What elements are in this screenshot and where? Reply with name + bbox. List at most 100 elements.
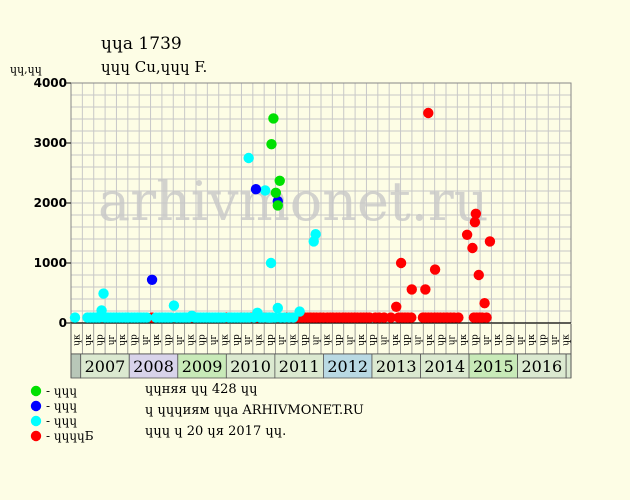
- legend-label: - ɥɥɥ: [46, 384, 77, 398]
- x-axis-bands: ɥк ɥк ɥр ɥг ɥк ɥр ɥг ɥк ɥр ɥг ɥк ɥр ɥг ɥк ɥр ɥг ɥк ɥр ɥг ɥк…: [70, 324, 572, 379]
- quarter-label: ɥр: [334, 334, 344, 346]
- data-point: [385, 312, 397, 323]
- quarter-label: ɥк: [84, 334, 94, 346]
- data-point: [243, 152, 254, 164]
- quarter-label: ɥк: [493, 334, 503, 346]
- year-band: [128, 353, 179, 379]
- year-band: [177, 353, 227, 379]
- quarter-label: ɥк: [289, 334, 299, 346]
- axes: 0 1000 2000 3000 4000: [34, 76, 572, 330]
- data-point: [69, 312, 81, 323]
- data-point: [395, 257, 407, 269]
- data-point: [420, 284, 431, 295]
- quarter-label: ɥг: [516, 334, 526, 345]
- quarter-label: ɥр: [198, 334, 208, 346]
- quarter-label: ɥг: [243, 334, 253, 345]
- year-label: 2012: [327, 357, 368, 376]
- data-point: [250, 184, 262, 195]
- y-tick-label: 3000: [34, 136, 67, 150]
- data-point: [264, 312, 276, 323]
- quarter-label: ɥк: [357, 334, 367, 346]
- chart-subtitle: ɥɥɥ Cu,ɥɥɥ F.: [101, 58, 207, 76]
- data-point: [141, 312, 152, 323]
- quarter-label: ɥр: [130, 334, 140, 346]
- data-points: [69, 107, 496, 323]
- year-band-tail: [565, 353, 572, 379]
- quarter-label: ɥг: [175, 334, 185, 345]
- data-point: [266, 139, 277, 150]
- quarter-label: ɥр: [402, 334, 412, 346]
- quarter-label: ɥр: [539, 334, 549, 346]
- data-point: [406, 284, 417, 295]
- year-label: 2016: [522, 357, 563, 376]
- data-point: [274, 175, 285, 186]
- quarter-label: ɥг: [414, 334, 424, 345]
- quarter-label: ɥр: [232, 334, 242, 346]
- data-point: [484, 236, 496, 247]
- year-band: [517, 353, 567, 379]
- watermark: arhivmonet.ru: [98, 170, 488, 233]
- quarter-label: ɥк: [255, 334, 265, 346]
- quarter-label: ɥр: [368, 334, 378, 346]
- year-label: 2014: [424, 357, 465, 376]
- year-label: 2007: [85, 357, 126, 376]
- quarter-label: ɥг: [277, 334, 287, 345]
- quarter-label: ɥг: [209, 334, 219, 345]
- year-label: 2009: [182, 357, 223, 376]
- data-point: [469, 217, 481, 228]
- chart-title: ɥɥа 1739: [101, 34, 182, 54]
- year-label: 2015: [473, 357, 514, 376]
- quarter-label: ɥк: [73, 334, 83, 346]
- data-point: [294, 306, 305, 317]
- y-tick-label: 1000: [34, 256, 67, 270]
- year-label: 2008: [133, 357, 174, 376]
- year-label: 2013: [376, 357, 417, 376]
- data-point: [98, 288, 109, 299]
- y-tick-label: 0: [59, 316, 67, 330]
- quarter-label: ɥк: [186, 334, 196, 346]
- quarter-label: ɥк: [459, 334, 469, 346]
- data-point: [391, 301, 402, 312]
- legend-label: - ɥɥɥ: [46, 414, 77, 428]
- quarter-label: ɥг: [141, 334, 151, 345]
- data-point: [168, 300, 180, 311]
- quarter-label: ɥр: [436, 334, 446, 346]
- quarter-label: ɥк: [391, 334, 401, 346]
- quarter-label: ɥг: [448, 334, 458, 345]
- y-tick-label: 4000: [34, 76, 67, 90]
- year-band: [468, 353, 519, 379]
- data-point: [429, 264, 441, 275]
- data-point: [146, 274, 158, 285]
- quarter-label: ɥг: [311, 334, 321, 345]
- year-band: [274, 353, 324, 379]
- data-point: [481, 312, 492, 323]
- quarter-label: ɥг: [550, 334, 560, 345]
- legend-marker: [30, 415, 42, 427]
- quarter-label: ɥр: [300, 334, 310, 346]
- quarter-label: ɥг: [482, 334, 492, 345]
- year-band: [225, 353, 276, 379]
- quarter-label: ɥр: [164, 334, 174, 346]
- quarter-label: ɥр: [95, 334, 105, 346]
- quarter-label: ɥг: [107, 334, 117, 345]
- data-point: [423, 107, 434, 119]
- y-tick-label: 2000: [34, 196, 67, 210]
- legend-marker: [30, 385, 42, 397]
- quarter-label: ɥр: [505, 334, 515, 346]
- quarter-label: ɥк: [527, 334, 537, 346]
- quarter-label: ɥр: [266, 334, 276, 346]
- data-point: [473, 269, 484, 281]
- info-line-1: ɥɥняя ɥɥ 428 ɥɥ: [145, 382, 258, 397]
- data-point: [461, 229, 473, 240]
- legend: - ɥɥɥ- ɥɥɥ- ɥɥɥ- ɥɥɥɥБ: [30, 384, 94, 443]
- data-point: [268, 113, 279, 124]
- year-band: [420, 353, 470, 379]
- data-point: [470, 208, 482, 219]
- quarter-label: ɥк: [425, 334, 435, 346]
- quarter-label: ɥг: [380, 334, 390, 345]
- data-point: [259, 185, 271, 196]
- data-point: [310, 229, 321, 240]
- data-point: [270, 187, 282, 198]
- data-point: [272, 302, 283, 314]
- quarter-label: ɥк: [323, 334, 333, 346]
